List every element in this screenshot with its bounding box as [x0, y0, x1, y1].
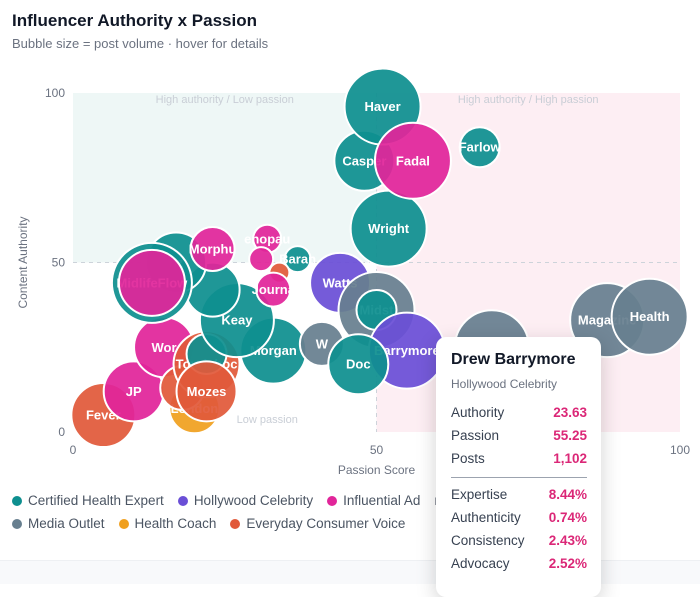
quadrant-label: High authority / Low passion	[156, 94, 294, 106]
tooltip-row-value: 8.44%	[548, 487, 587, 502]
tooltip-row: Authority 23.63	[451, 401, 587, 424]
bubble	[255, 271, 292, 308]
tooltip-metrics: Expertise 8.44% Authenticity 0.74% Consisten…	[451, 483, 587, 575]
legend-swatch	[327, 495, 338, 506]
legend-swatch	[118, 518, 129, 529]
bubble-label: enopau	[244, 231, 290, 246]
legend-label: Hollywood Celebrity	[193, 493, 314, 508]
legend-item[interactable]: Hollywood Celebrity	[177, 493, 314, 508]
bubble	[458, 126, 501, 169]
y-tick-label: 0	[58, 425, 65, 439]
bubble-label: JP	[126, 384, 142, 399]
legend-swatch	[12, 518, 22, 529]
legend-item[interactable]: Everyday Consumer Voice	[230, 516, 405, 531]
bubble	[189, 225, 236, 272]
legend-label: Media Outlet	[28, 516, 105, 531]
chart-title: Influencer Authority x Passion	[12, 11, 257, 30]
tooltip-row-value: 2.43%	[548, 533, 587, 548]
legend-swatch	[12, 495, 22, 506]
tooltip-stats: Authority 23.63 Passion 55.25 Posts 1,102	[451, 401, 587, 470]
legend-label: Certified Health Expert	[28, 493, 164, 508]
bubble	[248, 246, 275, 273]
x-axis-label: Passion Score	[338, 463, 416, 477]
quadrant-label: High authority / High passion	[458, 94, 599, 106]
bubble-label: W	[316, 336, 329, 351]
bubble	[117, 248, 186, 317]
tooltip-row-label: Authenticity	[451, 510, 521, 525]
hover-tooltip: Drew Barrymore Hollywood Celebrity Autho…	[436, 337, 601, 597]
tooltip-row-label: Posts	[451, 451, 485, 466]
x-tick-label: 100	[670, 443, 690, 457]
bubble-label: Health	[630, 309, 670, 324]
tooltip-row-label: Consistency	[451, 533, 525, 548]
tooltip-row-value: 55.25	[553, 428, 587, 443]
y-tick-label: 100	[45, 86, 65, 100]
bubble-label: Morphu	[189, 241, 237, 256]
tooltip-row: Posts 1,102	[451, 447, 587, 470]
tooltip-row: Advocacy 2.52%	[451, 552, 587, 575]
bubble	[327, 333, 390, 396]
chart-subtitle: Bubble size = post volume · hover for de…	[12, 36, 269, 51]
bubble-label: Keay	[221, 313, 253, 328]
legend-row-2: Media Outlet Health Coach Everyday Consume…	[12, 516, 700, 531]
bubble-label: Fadal	[396, 153, 430, 168]
legend-label: Influential Ad	[343, 493, 421, 508]
tooltip-row: Consistency 2.43%	[451, 529, 587, 552]
tooltip-name: Drew Barrymore	[451, 351, 576, 368]
bubble-label: Barrymore	[374, 343, 440, 358]
bubble-label: Baran	[279, 252, 316, 267]
bubble-label: Mozes	[187, 384, 227, 399]
y-axis-label: Content Authority	[16, 216, 30, 308]
legend-swatch	[230, 518, 241, 529]
bubble-label: Doc	[346, 357, 371, 372]
x-tick-label: 50	[370, 443, 384, 457]
legend-swatch	[177, 495, 188, 506]
y-tick-label: 50	[52, 256, 66, 270]
bubble-label: Wright	[368, 221, 410, 236]
tooltip-divider	[451, 477, 587, 478]
bubble	[610, 277, 689, 356]
legend-label: Everyday Consumer Voice	[246, 516, 406, 531]
legend-label: Health Coach	[134, 516, 217, 531]
bubble-label: Haver	[364, 99, 400, 114]
tooltip-row: Authenticity 0.74%	[451, 506, 587, 529]
tooltip-row-label: Advocacy	[451, 556, 510, 571]
bubble	[175, 360, 238, 423]
quadrant-label: Low passion	[237, 414, 298, 426]
tooltip-row-label: Passion	[451, 428, 500, 443]
legend-item[interactable]: Health Coach	[118, 516, 217, 531]
bubble-label: Farlow	[459, 140, 502, 155]
tooltip-row-value: 0.74%	[548, 510, 587, 525]
tooltip-row: Expertise 8.44%	[451, 483, 587, 506]
legend-item[interactable]: Certified Health Expert	[12, 493, 164, 508]
tooltip-row-value: 23.63	[553, 405, 587, 420]
legend-item[interactable]: Influential Ad	[327, 493, 420, 508]
tooltip-row: Passion 55.25	[451, 424, 587, 447]
x-tick-label: 0	[70, 443, 77, 457]
tooltip-row-value: 1,102	[553, 451, 587, 466]
legend-item[interactable]: Media Outlet	[12, 516, 105, 531]
bubble	[283, 245, 312, 274]
axes: 0 50 100 0 50 100 Passion Score Content Authori…	[16, 86, 690, 477]
tooltip-row-value: 2.52%	[548, 556, 587, 571]
bubble	[373, 121, 452, 200]
tooltip-row-label: Expertise	[451, 487, 508, 502]
bubble-label: Wor	[152, 340, 177, 355]
tooltip-category: Hollywood Celebrity	[451, 377, 558, 391]
bubble-label: Journa	[252, 282, 296, 297]
tooltip-row-label: Authority	[451, 405, 505, 420]
